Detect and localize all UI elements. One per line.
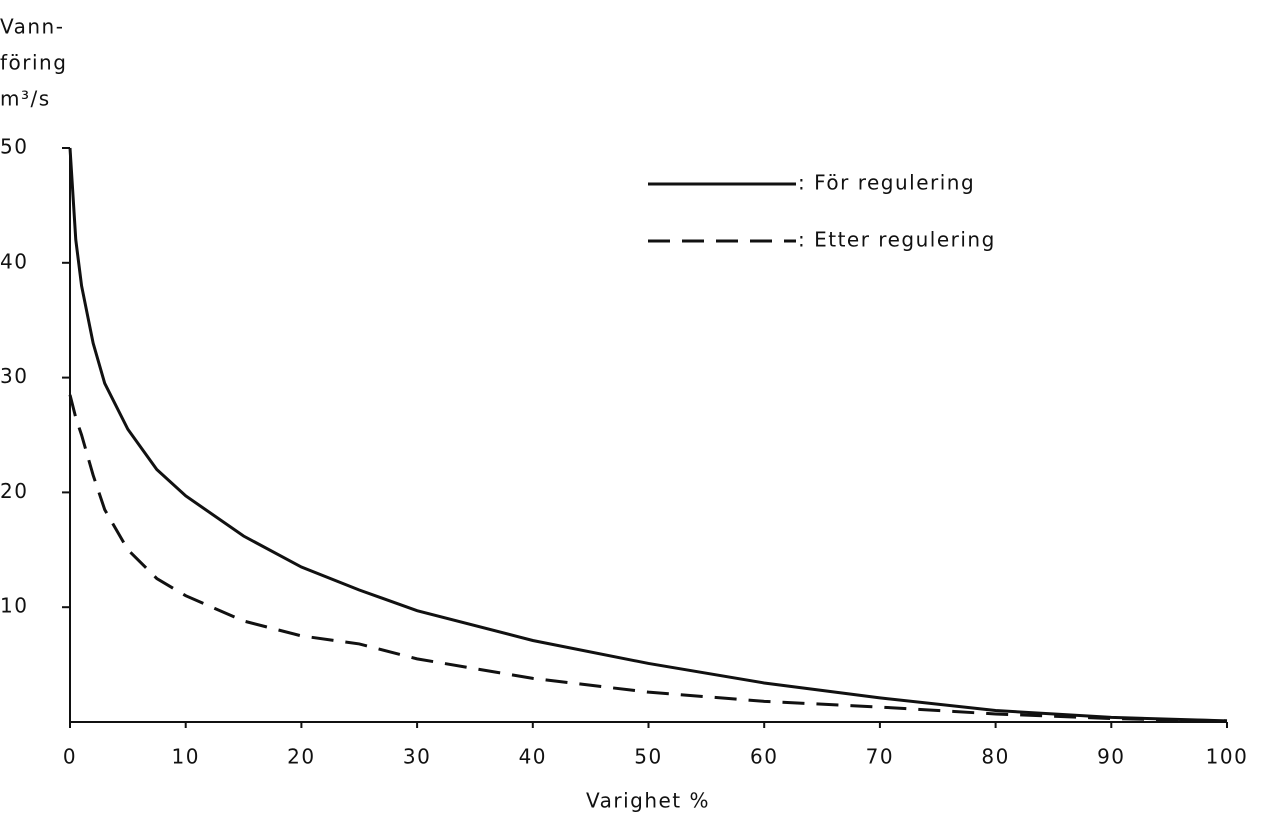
y-tick-label: 10 [0, 594, 28, 618]
x-axis-label: Varighet % [586, 789, 710, 813]
y-tick-label: 50 [0, 135, 28, 159]
y-axis-label: föring [0, 51, 67, 75]
x-tick-label: 50 [634, 745, 662, 769]
x-tick-label: 70 [866, 745, 894, 769]
x-tick-label: 30 [403, 745, 431, 769]
series-line [68, 394, 1228, 723]
x-tick-label: 100 [1206, 745, 1249, 769]
x-tick-label: 90 [1097, 745, 1125, 769]
y-axis-label: Vann- [0, 15, 64, 39]
series-line [68, 147, 1228, 723]
x-tick-label: 60 [750, 745, 778, 769]
legend-label: : Etter regulering [798, 228, 996, 252]
x-tick-label: 40 [519, 745, 547, 769]
y-tick-label: 20 [0, 479, 28, 503]
x-tick-label: 20 [287, 745, 315, 769]
legend-label: : För regulering [798, 171, 975, 195]
y-tick-label: 30 [0, 364, 28, 388]
x-tick-label: 0 [63, 745, 77, 769]
x-tick-label: 80 [981, 745, 1009, 769]
y-axis-label: m³/s [0, 87, 51, 111]
y-tick-label: 40 [0, 249, 28, 273]
x-tick-label: 10 [171, 745, 199, 769]
